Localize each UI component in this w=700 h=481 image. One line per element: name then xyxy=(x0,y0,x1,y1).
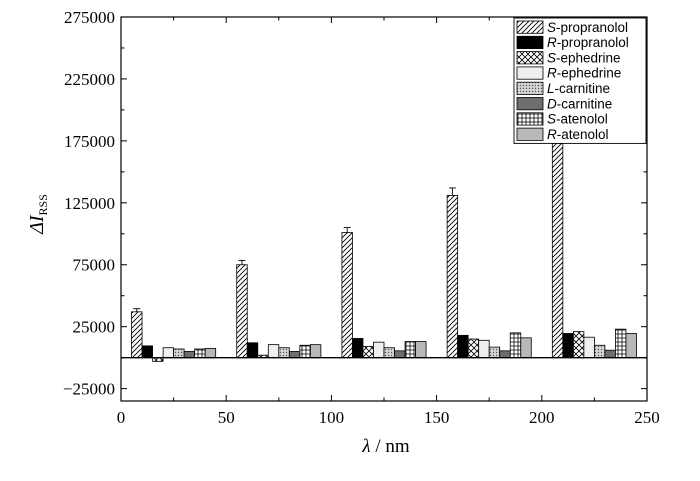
bar xyxy=(352,338,364,359)
legend-label: D-carnitine xyxy=(547,96,612,111)
legend-label: S-ephedrine xyxy=(547,50,621,65)
legend-swatch xyxy=(516,20,544,34)
bar xyxy=(551,142,564,359)
bar xyxy=(394,350,406,359)
legend-swatch xyxy=(516,81,544,95)
bar xyxy=(362,346,374,359)
bar xyxy=(499,350,511,359)
legend-label-suffix: -ephedrine xyxy=(556,50,621,65)
bar xyxy=(131,311,143,359)
legend-label-prefix: R xyxy=(547,66,557,81)
legend-label-suffix: -propranolol xyxy=(557,35,629,50)
y-axis-subscript: RSS xyxy=(36,194,50,215)
legend-label-prefix: S xyxy=(547,50,556,65)
x-tick-label: 150 xyxy=(424,408,450,427)
bar xyxy=(246,342,259,359)
bar xyxy=(583,336,595,359)
legend: S-propranololR-propranololS-ephedrineR-e… xyxy=(513,17,647,144)
bar xyxy=(604,349,616,359)
y-tick-label: 225000 xyxy=(64,70,115,89)
y-tick-label: −25000 xyxy=(63,380,115,399)
legend-swatch xyxy=(516,97,544,111)
bar xyxy=(373,341,385,359)
bar xyxy=(478,339,490,359)
legend-label: R-ephedrine xyxy=(547,66,621,81)
axes-layer: 0 50 100 150 200 250 −25000 25000 75000 125000 175… xyxy=(63,8,660,427)
x-axis-symbol: λ xyxy=(361,436,370,457)
legend-label-prefix: R xyxy=(547,127,557,142)
y-tick-label: 275000 xyxy=(64,8,115,27)
bar xyxy=(572,331,585,359)
legend-swatch xyxy=(516,35,544,49)
y-tick-label: 25000 xyxy=(73,318,116,337)
legend-label: L-carnitine xyxy=(547,81,610,96)
legend-label-suffix: -carnitine xyxy=(557,96,613,111)
y-axis-label: ΔIRSS xyxy=(26,194,50,235)
legend-label-suffix: -carnitine xyxy=(555,81,611,96)
bar xyxy=(267,344,280,359)
bar xyxy=(194,348,206,359)
bar xyxy=(415,341,427,359)
legend-label-prefix: S xyxy=(547,20,556,35)
x-tick-label: 250 xyxy=(634,408,660,427)
bar xyxy=(520,337,532,359)
bar xyxy=(383,347,395,359)
x-tick-label: 200 xyxy=(529,408,555,427)
bars-layer xyxy=(131,134,637,362)
x-axis-label: λ / nm xyxy=(361,436,410,457)
bar xyxy=(141,345,153,359)
bar xyxy=(162,347,175,359)
bar xyxy=(488,346,501,359)
bar xyxy=(562,333,574,359)
y-axis-symbol: ΔI xyxy=(26,214,48,235)
bar xyxy=(615,328,627,359)
legend-label-prefix: L xyxy=(547,81,555,96)
bar xyxy=(183,351,196,359)
bar xyxy=(278,347,290,359)
x-tick-label: 0 xyxy=(117,408,126,427)
x-axis-unit: / nm xyxy=(371,436,410,457)
y-tick-label: 75000 xyxy=(73,256,116,275)
legend-label: S-atenolol xyxy=(547,112,608,127)
bar xyxy=(457,334,469,359)
bar xyxy=(594,344,606,359)
legend-label: R-atenolol xyxy=(547,127,609,142)
legend-label-suffix: -atenolol xyxy=(556,112,608,127)
bar xyxy=(299,344,311,359)
legend-swatch xyxy=(516,127,544,141)
legend-label: R-propranolol xyxy=(547,35,629,50)
y-tick-label: 125000 xyxy=(64,194,115,213)
bar xyxy=(467,338,480,359)
bar xyxy=(625,333,637,359)
legend-label: S-propranolol xyxy=(547,20,628,35)
bar xyxy=(509,332,522,359)
x-tick-label: 50 xyxy=(218,408,235,427)
legend-label-suffix: -ephedrine xyxy=(557,66,622,81)
bar xyxy=(309,344,322,359)
bar xyxy=(288,351,301,359)
legend-label-prefix: R xyxy=(547,35,557,50)
legend-label-prefix: S xyxy=(547,112,556,127)
bar xyxy=(404,341,416,359)
legend-swatch xyxy=(516,112,544,126)
x-tick-label: 100 xyxy=(319,408,345,427)
legend-label-suffix: -atenolol xyxy=(557,127,609,142)
bar xyxy=(173,348,185,359)
bar xyxy=(204,347,217,359)
y-tick-label: 175000 xyxy=(64,132,115,151)
legend-swatch xyxy=(516,66,544,80)
legend-label-prefix: D xyxy=(547,96,557,111)
legend-label-suffix: -propranolol xyxy=(556,20,628,35)
bar xyxy=(236,264,248,359)
bar xyxy=(341,232,353,359)
legend-swatch xyxy=(516,51,544,65)
bar xyxy=(446,194,459,359)
